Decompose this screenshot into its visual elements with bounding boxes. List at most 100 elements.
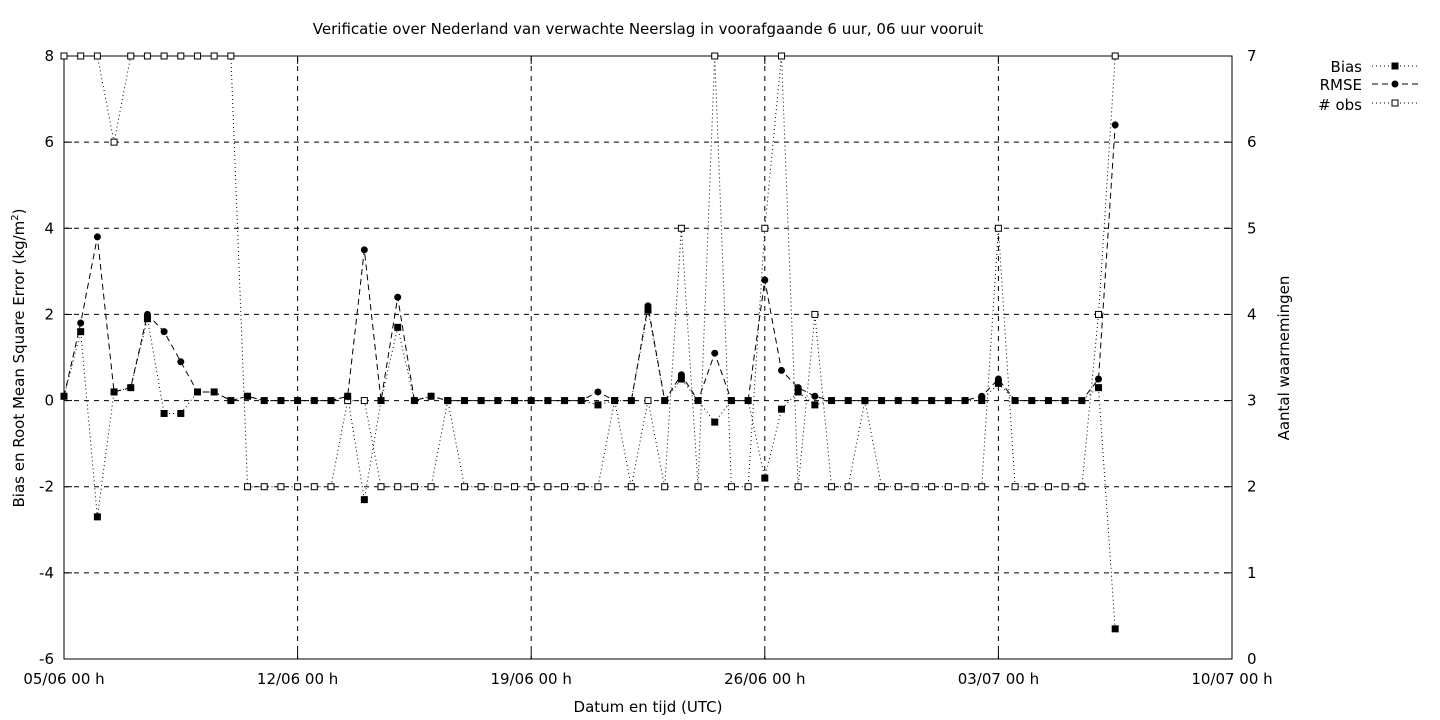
point-obs xyxy=(994,224,1002,232)
point-bias xyxy=(878,397,886,405)
point-bias xyxy=(1028,397,1036,405)
point-obs xyxy=(93,52,101,60)
point-obs xyxy=(661,483,669,491)
point-bias xyxy=(394,323,402,331)
point-bias xyxy=(410,397,418,405)
point-obs xyxy=(978,483,986,491)
point-rmse xyxy=(77,319,85,327)
point-bias xyxy=(677,375,685,383)
y2-tick-label: 7 xyxy=(1247,47,1257,65)
point-obs xyxy=(511,483,519,491)
point-rmse xyxy=(761,276,769,284)
point-obs xyxy=(577,483,585,491)
point-bias xyxy=(1095,384,1103,392)
point-rmse xyxy=(177,358,185,366)
y2-tick-label: 3 xyxy=(1247,392,1257,410)
point-bias xyxy=(444,397,452,405)
point-obs xyxy=(227,52,235,60)
point-obs xyxy=(944,483,952,491)
y2-tick-label: 1 xyxy=(1247,564,1257,582)
point-obs xyxy=(477,483,485,491)
point-bias xyxy=(978,397,986,405)
point-obs xyxy=(644,397,652,405)
point-obs xyxy=(961,483,969,491)
point-obs xyxy=(544,483,552,491)
point-obs xyxy=(127,52,135,60)
y2-tick-label: 2 xyxy=(1247,478,1257,496)
point-bias xyxy=(694,397,702,405)
point-obs xyxy=(878,483,886,491)
legend-label-bias: Bias xyxy=(1331,58,1363,76)
point-obs xyxy=(811,310,819,318)
point-obs xyxy=(894,483,902,491)
point-bias xyxy=(727,397,735,405)
point-bias xyxy=(944,397,952,405)
x-tick-label: 26/06 00 h xyxy=(724,670,805,688)
series-line-bias xyxy=(63,310,1116,629)
point-obs xyxy=(727,483,735,491)
point-bias xyxy=(294,397,302,405)
point-obs xyxy=(828,483,836,491)
point-obs xyxy=(193,52,201,60)
point-obs xyxy=(377,483,385,491)
point-obs xyxy=(110,138,118,146)
point-bias xyxy=(861,397,869,405)
point-bias xyxy=(193,388,201,396)
point-bias xyxy=(277,397,285,405)
point-rmse xyxy=(811,392,819,400)
point-bias xyxy=(1111,625,1119,633)
legend-marker-rmse xyxy=(1391,80,1399,88)
y-tick-label: -4 xyxy=(39,564,54,582)
point-rmse xyxy=(394,293,402,301)
point-bias xyxy=(661,397,669,405)
point-rmse xyxy=(594,388,602,396)
point-bias xyxy=(511,397,519,405)
point-rmse xyxy=(160,328,168,336)
x-axis-label: Datum en tijd (UTC) xyxy=(574,698,723,716)
point-obs xyxy=(1011,483,1019,491)
series-obs xyxy=(60,52,1119,491)
point-bias xyxy=(360,496,368,504)
point-bias xyxy=(961,397,969,405)
point-obs xyxy=(911,483,919,491)
point-bias xyxy=(310,397,318,405)
point-bias xyxy=(828,397,836,405)
point-obs xyxy=(460,483,468,491)
point-rmse xyxy=(1111,121,1119,129)
point-obs xyxy=(1061,483,1069,491)
point-bias xyxy=(844,397,852,405)
point-bias xyxy=(110,388,118,396)
series-line-obs xyxy=(64,55,1116,488)
y-tick-label: 2 xyxy=(44,305,54,323)
point-obs xyxy=(1095,310,1103,318)
y2-axis-label: Aantal waarnemingen xyxy=(1275,276,1293,441)
point-obs xyxy=(761,224,769,232)
point-bias xyxy=(627,397,635,405)
legend-marker-bias xyxy=(1391,62,1399,70)
point-bias xyxy=(427,392,435,400)
legend-label-rmse: RMSE xyxy=(1320,76,1362,94)
point-obs xyxy=(360,397,368,405)
point-obs xyxy=(1044,483,1052,491)
point-bias xyxy=(994,379,1002,387)
point-bias xyxy=(477,397,485,405)
point-obs xyxy=(627,483,635,491)
point-rmse xyxy=(1095,375,1103,383)
point-bias xyxy=(227,397,235,405)
point-obs xyxy=(310,483,318,491)
legend-label-obs: # obs xyxy=(1318,96,1362,114)
point-bias xyxy=(544,397,552,405)
y2-tick-label: 0 xyxy=(1247,650,1257,668)
plot-frame xyxy=(63,55,1233,660)
point-obs xyxy=(1028,483,1036,491)
point-obs xyxy=(160,52,168,60)
point-bias xyxy=(93,513,101,521)
point-obs xyxy=(394,483,402,491)
point-bias xyxy=(894,397,902,405)
point-bias xyxy=(377,397,385,405)
y-axis-label-end: ) xyxy=(10,209,28,215)
point-rmse xyxy=(711,349,719,357)
point-obs xyxy=(77,52,85,60)
point-obs xyxy=(327,483,335,491)
point-obs xyxy=(677,224,685,232)
